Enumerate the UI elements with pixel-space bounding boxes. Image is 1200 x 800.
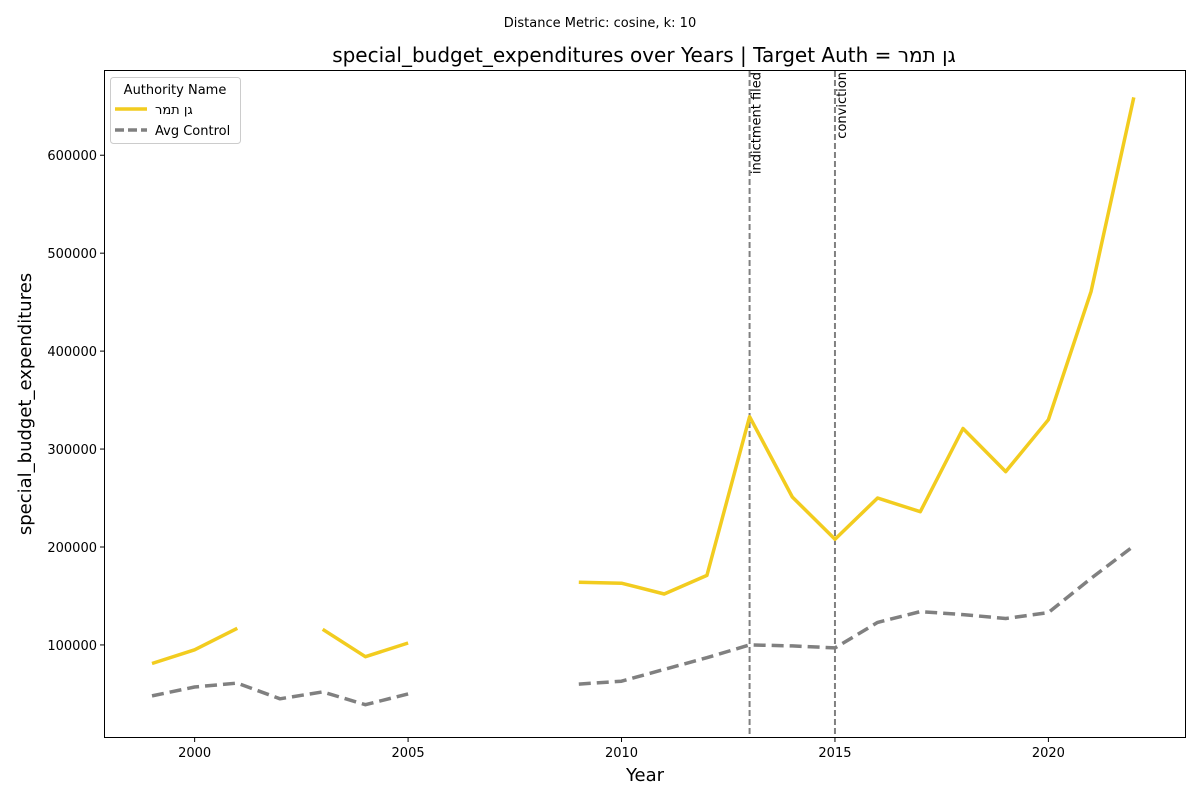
legend-title: Authority Name <box>124 83 227 98</box>
y-tick-label: 100000 <box>47 639 97 654</box>
y-axis-label: special_budget_expenditures <box>15 273 36 535</box>
x-tick-label: 2005 <box>392 746 425 761</box>
series-line <box>151 544 1135 707</box>
x-axis: 2000 2005 2010 2015 2020 <box>178 737 1065 761</box>
y-tick-label: 200000 <box>47 541 97 556</box>
event-label: indictment filed <box>750 72 765 174</box>
x-axis-label: Year <box>625 765 665 786</box>
series-lines <box>151 97 1136 707</box>
event-markers: indictment filed conviction <box>748 71 850 737</box>
legend-label: גן תמר <box>155 103 193 118</box>
x-tick-label: 2020 <box>1032 746 1065 761</box>
x-tick-label: 2010 <box>605 746 638 761</box>
legend-label: Avg Control <box>155 124 230 139</box>
y-tick-label: 600000 <box>47 149 97 164</box>
chart-title: special_budget_expenditures over Years |… <box>332 43 956 67</box>
y-tick-label: 400000 <box>47 345 97 360</box>
y-axis: 100000 200000 300000 400000 500000 600000 <box>47 149 105 654</box>
x-tick-label: 2015 <box>818 746 851 761</box>
chart-suptitle: Distance Metric: cosine, k: 10 <box>504 16 696 31</box>
y-tick-label: 300000 <box>47 443 97 458</box>
event-label: conviction <box>835 72 850 139</box>
y-tick-label: 500000 <box>47 247 97 262</box>
legend-box <box>110 77 241 144</box>
x-tick-label: 2000 <box>178 746 211 761</box>
legend: Authority Name גן תמר Avg Control <box>110 77 241 144</box>
series-line <box>151 97 1136 666</box>
axes-frame <box>104 70 1186 738</box>
